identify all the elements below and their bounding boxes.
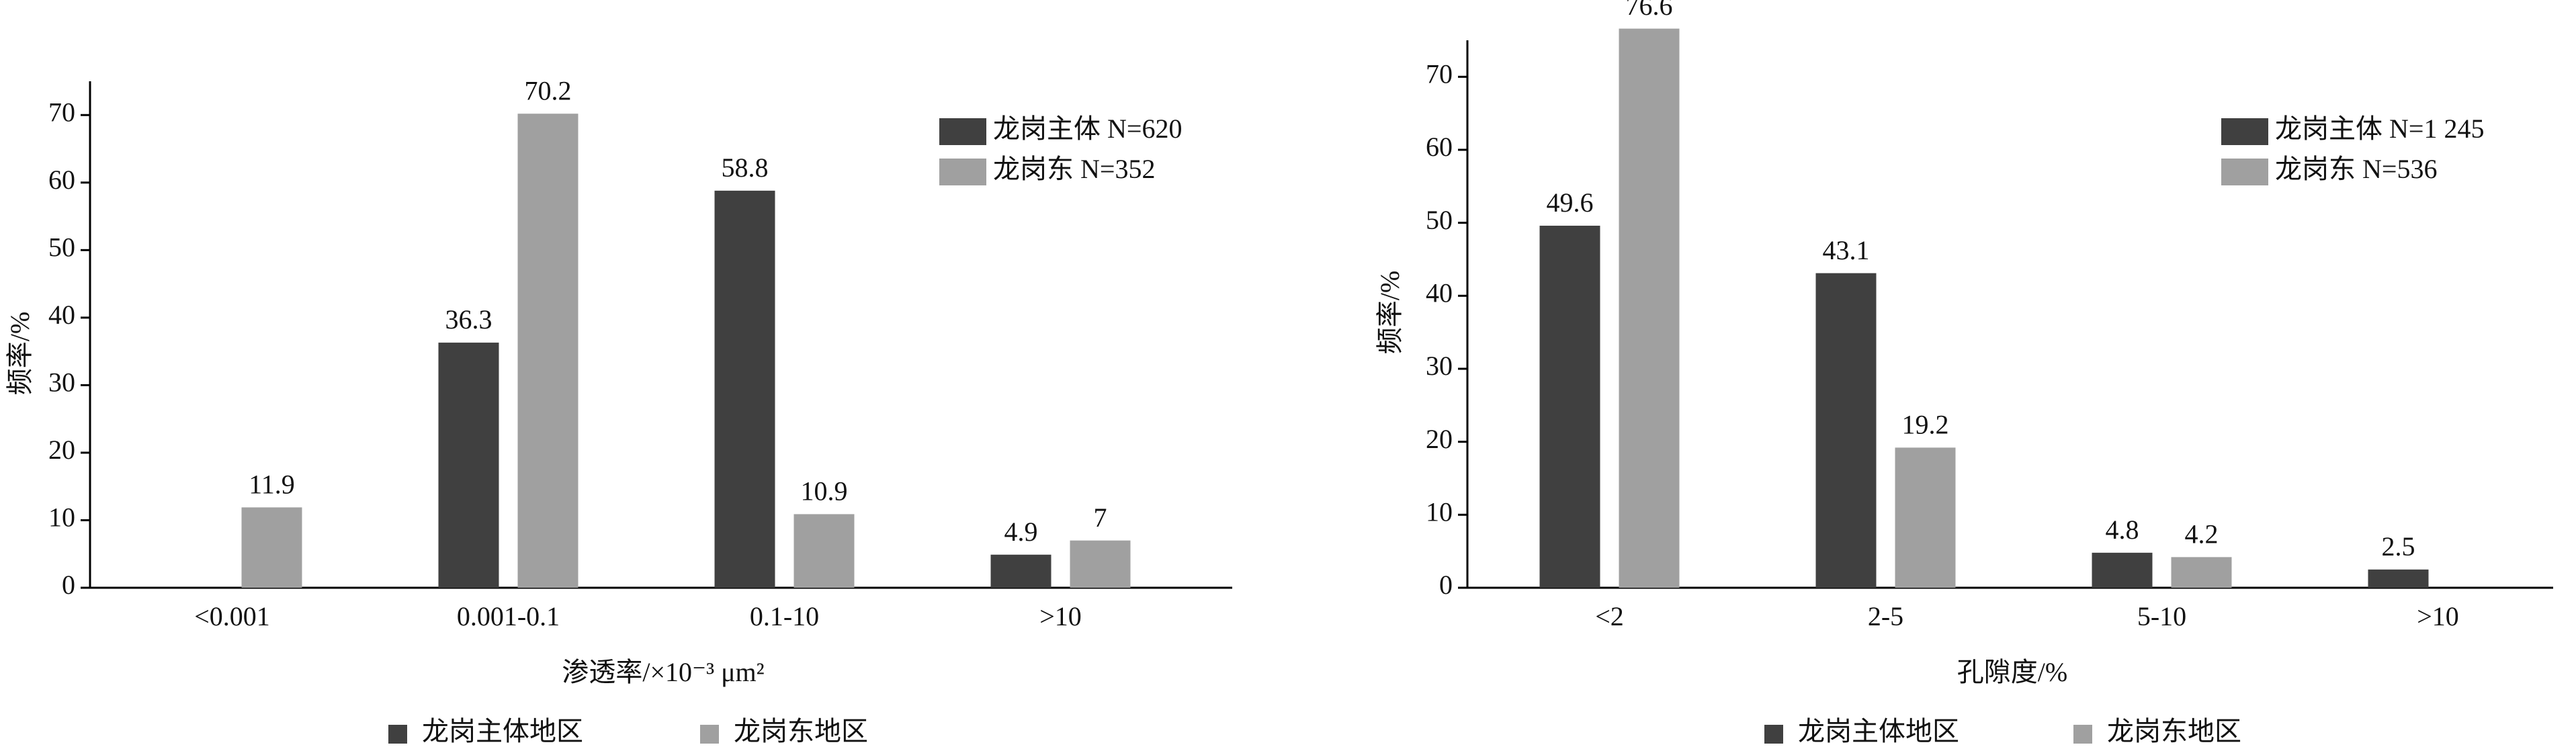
y-tick-label: 10 xyxy=(1426,497,1453,527)
bottom-legend-swatch xyxy=(2073,725,2092,744)
y-tick-label: 40 xyxy=(1426,278,1453,308)
legend-swatch xyxy=(2221,159,2268,185)
value-label: 36.3 xyxy=(445,304,492,335)
y-tick-label: 30 xyxy=(1426,351,1453,381)
bottom-legend-swatch xyxy=(700,725,719,744)
value-label: 4.2 xyxy=(2185,519,2219,549)
bar xyxy=(241,507,302,588)
legend-swatch xyxy=(2221,118,2268,145)
y-tick-label: 60 xyxy=(48,165,75,195)
legend-label: 龙岗主体 N=1 245 xyxy=(2275,114,2484,144)
bottom-legend-label: 龙岗主体地区 xyxy=(422,716,583,746)
bar xyxy=(793,514,855,588)
value-label: 76.6 xyxy=(1626,0,1673,21)
legend-swatch xyxy=(939,159,986,185)
value-label: 4.8 xyxy=(2106,515,2139,545)
value-label: 49.6 xyxy=(1547,187,1594,218)
bar xyxy=(2092,552,2153,588)
bottom-legend-label: 龙岗主体地区 xyxy=(1798,716,1959,746)
y-tick-label: 70 xyxy=(1426,59,1453,89)
bar xyxy=(990,554,1051,588)
value-label: 10.9 xyxy=(801,476,848,506)
value-label: 11.9 xyxy=(249,470,295,500)
legend-label: 龙岗东 N=352 xyxy=(993,154,1155,184)
y-tick-label: 10 xyxy=(48,502,75,533)
value-label: 70.2 xyxy=(525,75,572,105)
y-tick-label: 20 xyxy=(48,435,75,465)
bar xyxy=(438,343,499,588)
bar xyxy=(1619,28,1680,588)
bottom-legend-label: 龙岗东地区 xyxy=(2107,716,2241,746)
bar xyxy=(1815,273,1877,588)
value-label: 19.2 xyxy=(1902,410,1949,440)
y-tick-label: 60 xyxy=(1426,132,1453,162)
legend-swatch xyxy=(939,118,986,145)
value-label: 7 xyxy=(1094,502,1107,533)
x-tick-label: >10 xyxy=(2417,601,2459,631)
y-tick-label: 70 xyxy=(48,97,75,127)
y-tick-label: 0 xyxy=(62,570,75,600)
y-tick-label: 20 xyxy=(1426,424,1453,454)
bar xyxy=(517,114,578,588)
value-label: 2.5 xyxy=(2382,531,2415,562)
y-axis-label: 频率/% xyxy=(5,312,35,395)
bar xyxy=(1895,447,1956,588)
value-label: 58.8 xyxy=(722,152,769,183)
y-axis-label: 频率/% xyxy=(1375,271,1405,354)
x-tick-label: >10 xyxy=(1039,601,1082,631)
x-tick-label: 5-10 xyxy=(2137,601,2186,631)
y-tick-label: 30 xyxy=(48,367,75,398)
x-tick-label: 0.001-0.1 xyxy=(457,601,560,631)
value-label: 43.1 xyxy=(1823,235,1870,265)
bottom-legend-swatch xyxy=(1764,725,1783,744)
y-tick-label: 50 xyxy=(48,232,75,263)
bar xyxy=(2171,557,2232,588)
x-tick-label: <2 xyxy=(1595,601,1624,631)
legend-label: 龙岗主体 N=620 xyxy=(993,114,1182,144)
x-tick-label: 0.1-10 xyxy=(750,601,819,631)
x-tick-label: <0.001 xyxy=(194,601,270,631)
y-tick-label: 50 xyxy=(1426,205,1453,235)
bar xyxy=(2368,569,2429,588)
bar xyxy=(1070,540,1131,588)
x-axis-label: 孔隙度/% xyxy=(1957,657,2067,687)
y-tick-label: 0 xyxy=(1439,570,1453,600)
value-label: 4.9 xyxy=(1004,517,1038,547)
x-tick-label: 2-5 xyxy=(1868,601,1903,631)
bottom-legend-label: 龙岗东地区 xyxy=(734,716,868,746)
bottom-legend-swatch xyxy=(388,725,407,744)
y-tick-label: 40 xyxy=(48,300,75,330)
bar xyxy=(714,190,775,588)
legend-label: 龙岗东 N=536 xyxy=(2275,154,2437,184)
x-axis-label: 渗透率/×10⁻³ μm² xyxy=(562,657,764,687)
bar xyxy=(1539,226,1600,588)
